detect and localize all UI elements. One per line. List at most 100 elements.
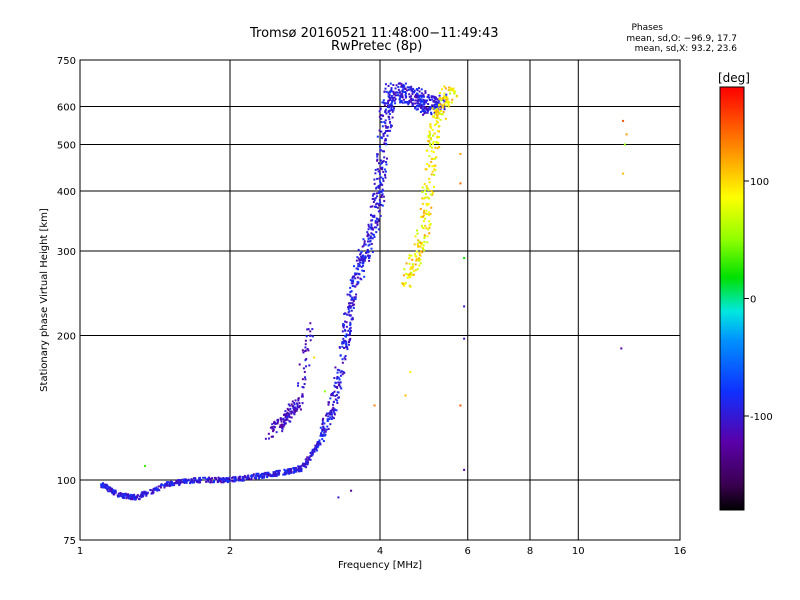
echo-point-o (344, 334, 347, 337)
echo-point-z (300, 395, 303, 398)
echo-point-o (106, 485, 109, 488)
echo-point-o (378, 129, 381, 132)
echo-point-o (401, 86, 404, 89)
echo-point-isolated (313, 356, 316, 359)
echo-point-o (363, 275, 366, 278)
echo-point-x (423, 209, 426, 212)
echo-point-o (360, 259, 363, 262)
echo-point-o (347, 306, 350, 309)
echo-point-o (367, 234, 370, 237)
echo-point-o (151, 491, 154, 494)
echo-point-o (376, 195, 379, 198)
echo-point-o (372, 197, 375, 200)
echo-point-o (107, 490, 110, 493)
echo-point-o (227, 477, 230, 480)
echo-point-o (250, 476, 253, 479)
echo-point-o (374, 197, 377, 200)
echo-point-o (424, 90, 427, 93)
echo-point-o (339, 381, 342, 384)
echo-point-o (112, 491, 115, 494)
echo-point-z (279, 418, 282, 421)
echo-point-o (382, 160, 385, 163)
phase-stats-title: Phases (631, 23, 663, 33)
x-tick-label: 1 (77, 546, 83, 557)
echo-point-o (421, 100, 424, 103)
echo-point-o (439, 108, 442, 111)
echo-point-o (379, 145, 382, 148)
echo-point-x (442, 110, 445, 113)
phase-stats-o: mean, sd,O: −96.9, 17.7 (626, 34, 737, 44)
echo-point-z (283, 413, 286, 416)
echo-point-o (378, 199, 381, 202)
echo-point-o (380, 194, 383, 197)
echo-point-o (388, 91, 391, 94)
echo-point-o (264, 471, 267, 474)
echo-point-o (103, 486, 106, 489)
echo-point-o (383, 104, 386, 107)
echo-point-x (432, 185, 435, 188)
echo-point-o (197, 479, 200, 482)
echo-point-o (426, 108, 429, 111)
echo-point-x (443, 95, 446, 98)
echo-point-o (360, 278, 363, 281)
echo-point-o (284, 469, 287, 472)
echo-point-x (412, 273, 415, 276)
echo-point-o (367, 237, 370, 240)
echo-point-o (374, 219, 377, 222)
echo-point-o (380, 183, 383, 186)
echo-point-o (242, 479, 245, 482)
echo-point-x (428, 220, 431, 223)
echo-point-o (345, 344, 348, 347)
echo-point-o (388, 109, 391, 112)
echo-point-o (404, 82, 407, 85)
echo-point-z (291, 405, 294, 408)
echo-point-x (422, 244, 425, 247)
echo-point-o (337, 381, 340, 384)
echo-point-o (316, 443, 319, 446)
echo-point-o (411, 93, 414, 96)
echo-point-x (428, 165, 431, 168)
echo-point-o (283, 468, 286, 471)
echo-point-o (420, 94, 423, 97)
echo-point-o (192, 477, 195, 480)
y-tick-label: 750 (57, 56, 76, 67)
echo-point-z (304, 343, 307, 346)
echo-point-o (132, 497, 135, 500)
echo-point-o (285, 472, 288, 475)
echo-point-o (286, 470, 289, 473)
echo-point-o (382, 189, 385, 192)
echo-point-o (146, 492, 149, 495)
echo-point-z (280, 420, 283, 423)
echo-point-o (224, 480, 227, 483)
echo-point-z (294, 410, 297, 413)
echo-point-o (256, 472, 259, 475)
echo-point-o (160, 483, 163, 486)
echo-point-x (414, 235, 417, 238)
echo-point-o (374, 168, 377, 171)
echo-point-o (428, 96, 431, 99)
echo-point-o (323, 434, 326, 437)
echo-point-x (438, 145, 441, 148)
echo-point-o (292, 467, 295, 470)
echo-point-o (343, 313, 346, 316)
echo-point-o (261, 477, 264, 480)
echo-point-o (379, 214, 382, 217)
echo-point-o (354, 296, 357, 299)
echo-point-x (443, 92, 446, 95)
echo-point-x (436, 147, 439, 150)
echo-point-o (245, 477, 248, 480)
echo-point-o (330, 418, 333, 421)
echo-point-o (219, 479, 222, 482)
echo-point-o (367, 223, 370, 226)
echo-point-o (232, 476, 235, 479)
echo-point-isolated (323, 390, 326, 393)
echo-point-o (387, 101, 390, 104)
echo-point-x (430, 150, 433, 153)
echo-point-o (351, 302, 354, 305)
echo-point-o (305, 466, 308, 469)
echo-point-o (374, 172, 377, 175)
echo-point-x (422, 227, 425, 230)
echo-point-isolated (620, 347, 623, 350)
echo-point-o (272, 471, 275, 474)
echo-point-o (163, 484, 166, 487)
